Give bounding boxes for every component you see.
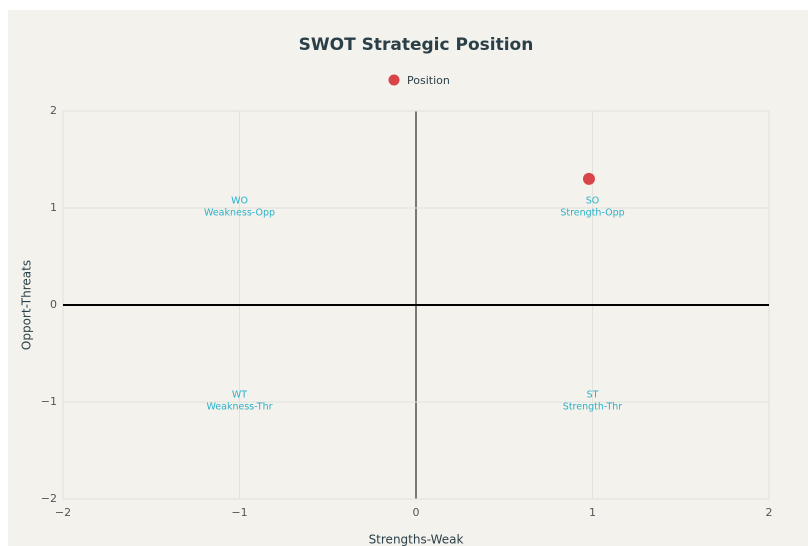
annotation: Weakness-Thr	[206, 402, 272, 413]
x-tick-label: −2	[55, 506, 71, 519]
background	[8, 10, 808, 546]
x-axis-label: Strengths-Weak	[369, 533, 464, 546]
annotation: Strength-Opp	[560, 208, 624, 219]
y-tick-label: −1	[41, 395, 57, 408]
x-tick-label: 1	[589, 506, 596, 519]
annotation: SO	[586, 196, 600, 207]
y-tick-label: 2	[50, 104, 57, 117]
y-tick-label: −2	[41, 492, 57, 505]
annotation: Weakness-Opp	[204, 208, 275, 219]
chart-title: SWOT Strategic Position	[299, 35, 534, 55]
legend-marker	[388, 74, 400, 86]
annotation: WT	[232, 390, 247, 401]
x-tick-label: −1	[231, 506, 247, 519]
annotation: Strength-Thr	[563, 402, 622, 413]
x-tick-label: 0	[413, 506, 420, 519]
x-tick-label: 2	[766, 506, 773, 519]
legend-label: Position	[407, 74, 450, 87]
annotation: ST	[587, 390, 599, 401]
annotation: WO	[231, 196, 248, 207]
y-axis-label: Opport-Threats	[20, 260, 34, 350]
point	[582, 172, 595, 185]
y-tick-label: 0	[50, 298, 57, 311]
y-tick-label: 1	[50, 201, 57, 214]
